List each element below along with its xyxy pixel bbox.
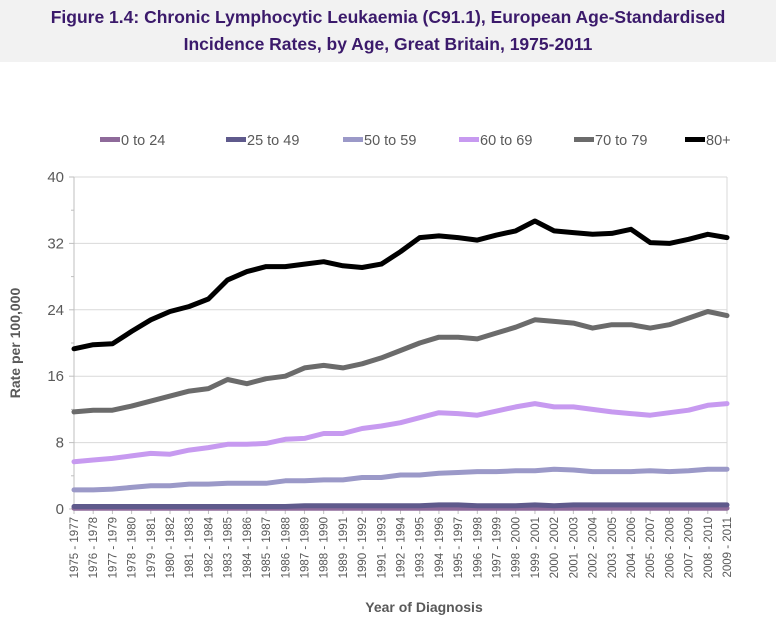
x-tick-label: 1993 - 1995	[415, 517, 427, 578]
legend-label: 0 to 24	[121, 133, 165, 149]
x-tick-label: 1979 - 1981	[146, 517, 158, 578]
legend-label: 70 to 79	[595, 133, 647, 149]
y-tick-label: 40	[47, 169, 64, 186]
x-tick-label: 1999 - 2001	[530, 517, 542, 578]
legend-item: 0 to 24	[100, 133, 165, 149]
y-tick-label: 32	[47, 235, 64, 252]
x-tick-label: 1975 - 1977	[69, 517, 81, 578]
x-tick-label: 1981 - 1983	[184, 517, 196, 578]
x-tick-label: 2005 - 2007	[645, 517, 657, 578]
x-tick-label: 2004 - 2006	[626, 517, 638, 578]
legend-item: 25 to 49	[226, 133, 299, 149]
x-tick-label: 1976 - 1978	[88, 517, 100, 578]
series-line-50-to-59	[71, 466, 730, 493]
x-axis: 1975 - 1977 1976 - 1978 1977 - 1979 1978 - …	[69, 508, 734, 578]
x-tick-label: 1996 - 1998	[472, 517, 484, 578]
x-tick-label: 1984 - 1986	[242, 517, 254, 578]
y-axis: 0 8 16 24 32 40	[47, 169, 75, 518]
x-tick-label: 1978 - 1980	[127, 517, 139, 578]
x-tick-label: 1989 - 1991	[338, 517, 350, 578]
x-tick-label: 2000 - 2002	[549, 517, 561, 578]
series-lines	[71, 218, 730, 511]
series-line-70-to-79	[71, 309, 730, 415]
y-tick-label: 16	[47, 368, 64, 385]
series-line-25-to-49	[71, 502, 730, 509]
legend-swatch	[226, 137, 246, 142]
x-tick-label: 1994 - 1996	[434, 517, 446, 578]
x-tick-label: 1977 - 1979	[107, 517, 119, 578]
legend-swatch	[343, 137, 363, 142]
legend-swatch	[685, 137, 705, 142]
x-tick-label: 1980 - 1982	[165, 517, 177, 578]
y-tick-label: 24	[47, 302, 64, 319]
x-tick-label: 2007 - 2009	[684, 517, 696, 578]
legend-item: 80+	[685, 133, 731, 149]
legend-item: 60 to 69	[459, 133, 532, 149]
x-tick-label: 1997 - 1999	[492, 517, 504, 578]
y-axis-title: Rate per 100,000	[7, 288, 23, 399]
legend: 0 to 24 25 to 49 50 to 59 60 to 69 70 to 79 8…	[100, 133, 731, 149]
y-tick-label: 0	[56, 501, 64, 518]
x-tick-label: 1982 - 1984	[203, 516, 215, 578]
x-tick-label: 1983 - 1985	[223, 517, 235, 578]
legend-item: 50 to 59	[343, 133, 416, 149]
figure-title-line-2: Incidence Rates, by Age, Great Britain, …	[183, 34, 593, 54]
figure-title: Figure 1.4: Chronic Lymphocytic Leukaemi…	[0, 0, 776, 62]
legend-label: 25 to 49	[247, 133, 299, 149]
legend-swatch	[574, 137, 594, 142]
x-tick-label: 1995 - 1997	[453, 517, 465, 578]
figure-title-line-1: Figure 1.4: Chronic Lymphocytic Leukaemi…	[50, 7, 726, 27]
legend-item: 70 to 79	[574, 133, 647, 149]
x-tick-label: 2002 - 2004	[588, 516, 600, 578]
x-tick-label: 2006 - 2008	[664, 517, 676, 578]
legend-label: 50 to 59	[364, 133, 416, 149]
x-tick-label: 2008 - 2010	[703, 517, 715, 578]
x-tick-label: 1986 - 1988	[280, 517, 292, 578]
x-tick-label: 2009 - 2011	[722, 517, 734, 578]
legend-label: 60 to 69	[480, 133, 532, 149]
x-tick-label: 1990 - 1992	[357, 517, 369, 578]
legend-swatch	[100, 137, 120, 142]
legend-label: 80+	[706, 133, 731, 149]
legend-swatch	[459, 137, 479, 142]
x-tick-label: 1985 - 1987	[261, 517, 273, 578]
y-tick-label: 8	[56, 435, 64, 452]
x-tick-label: 2003 - 2005	[607, 517, 619, 578]
x-axis-title: Year of Diagnosis	[365, 599, 483, 615]
gridlines	[74, 176, 728, 509]
series-line-60-to-69	[71, 401, 730, 465]
x-tick-label: 1998 - 2000	[511, 517, 523, 578]
x-tick-label: 1992 - 1994	[396, 516, 408, 578]
series-line-80	[71, 218, 730, 352]
x-tick-label: 1988 - 1990	[319, 517, 331, 578]
x-tick-label: 1991 - 1993	[376, 517, 388, 578]
x-tick-label: 2001 - 2003	[568, 517, 580, 578]
x-tick-label: 1987 - 1989	[299, 517, 311, 578]
